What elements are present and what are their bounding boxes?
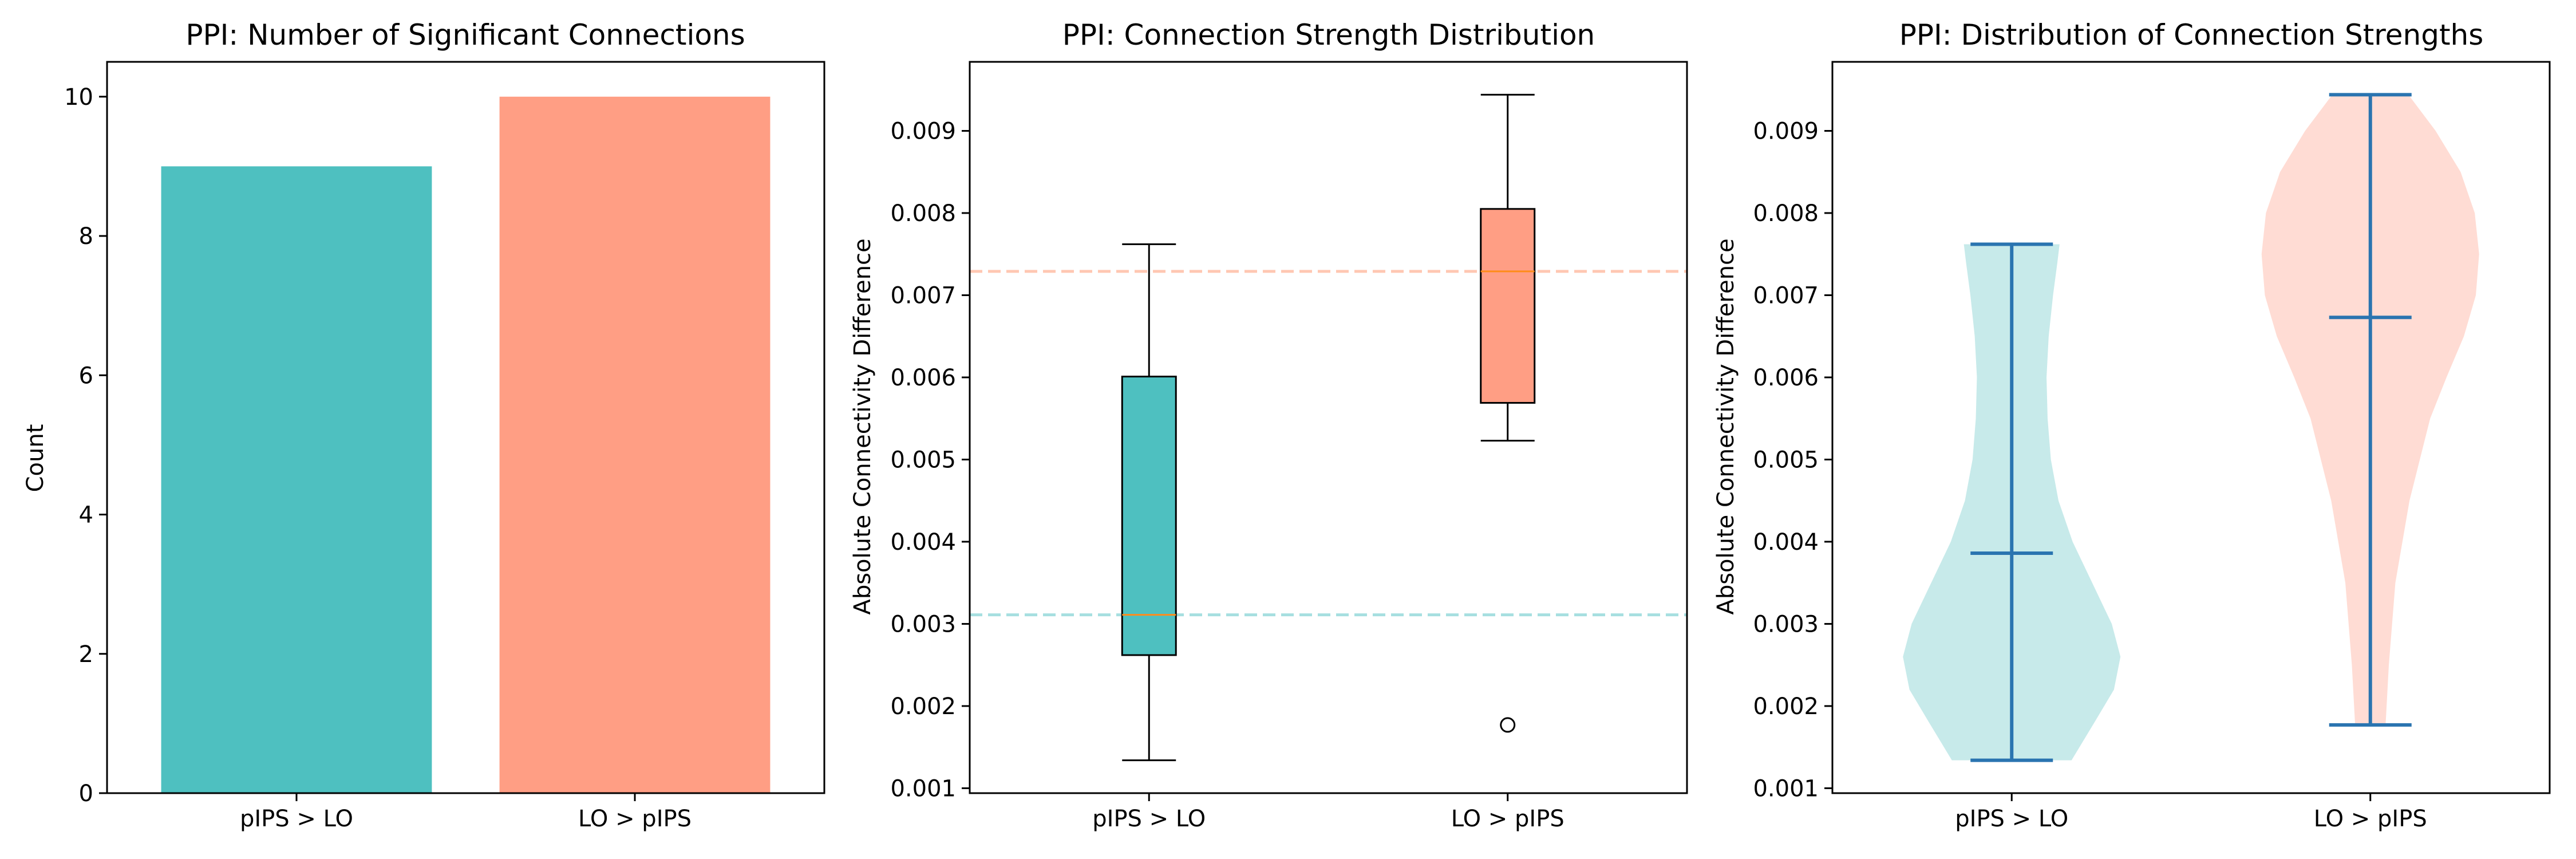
x-tick-label: pIPS > LO [1092, 806, 1206, 832]
y-tick-label: 0.009 [890, 119, 956, 145]
chart-title: PPI: Number of Significant Connections [185, 18, 745, 52]
y-axis-ticks: 0.001 0.002 0.003 0.004 0.005 0.006 0.007 0.008… [890, 119, 970, 802]
x-tick-label: LO > pIPS [2314, 806, 2427, 832]
y-tick-label: 0 [79, 781, 93, 807]
y-axis-ticks: 0.001 0.002 0.003 0.004 0.005 0.006 0.007 0.008… [1753, 119, 1832, 802]
violin-marks [1903, 93, 2479, 762]
x-axis-ticks: pIPS > LO LO > pIPS [240, 793, 692, 832]
violin-plot-panel: PPI: Distribution of Connection Strength… [1713, 18, 2551, 832]
bar [161, 166, 432, 793]
y-tick-label: 0.003 [1753, 611, 1819, 637]
outlier-point [1500, 717, 1516, 733]
chart-title: PPI: Distribution of Connection Strength… [1899, 18, 2484, 52]
box [1480, 208, 1536, 404]
chart-title: PPI: Connection Strength Distribution [1062, 18, 1595, 52]
bar-chart-panel: PPI: Number of Significant Connections C… [22, 18, 825, 832]
x-tick-label: pIPS > LO [1955, 806, 2068, 832]
y-tick-label: 8 [79, 223, 93, 250]
y-tick-label: 0.001 [890, 775, 956, 802]
y-tick-label: 10 [64, 84, 93, 111]
y-tick-label: 0.004 [890, 529, 956, 555]
plot-frame [106, 61, 825, 794]
y-tick-label: 0.006 [1753, 365, 1819, 391]
y-axis-ticks: 0 2 4 6 8 10 [64, 84, 107, 807]
y-axis-label: Count [22, 424, 49, 492]
x-tick-label: pIPS > LO [240, 806, 353, 832]
y-tick-label: 0.005 [890, 447, 956, 473]
y-tick-label: 0.007 [1753, 282, 1819, 309]
x-tick-label: LO > pIPS [578, 806, 692, 832]
y-tick-label: 0.004 [1753, 529, 1819, 555]
y-tick-label: 0.008 [890, 200, 956, 227]
plot-frame [969, 61, 1688, 794]
bar [499, 96, 771, 793]
plot-frame [1831, 61, 2551, 794]
y-tick-label: 0.002 [890, 693, 956, 720]
box-plot-panel: PPI: Connection Strength Distribution Ab… [850, 18, 1688, 832]
x-tick-label: LO > pIPS [1451, 806, 1564, 832]
y-tick-label: 2 [79, 641, 93, 668]
y-tick-label: 0.001 [1753, 775, 1819, 802]
box-marks [970, 93, 1687, 762]
y-tick-label: 0.002 [1753, 693, 1819, 720]
x-axis-ticks: pIPS > LO LO > pIPS [1955, 793, 2427, 832]
y-tick-label: 0.006 [890, 365, 956, 391]
y-tick-label: 0.003 [890, 611, 956, 637]
y-axis-label: Absolute Connectivity Difference [1713, 238, 1739, 614]
x-axis-ticks: pIPS > LO LO > pIPS [1092, 793, 1564, 832]
y-tick-label: 0.009 [1753, 119, 1819, 145]
y-tick-label: 0.007 [890, 282, 956, 309]
y-tick-label: 0.008 [1753, 200, 1819, 227]
y-tick-label: 4 [79, 502, 93, 529]
y-tick-label: 0.005 [1753, 447, 1819, 473]
bar-marks [161, 96, 771, 793]
y-tick-label: 6 [79, 362, 93, 389]
box [1121, 376, 1177, 656]
y-axis-label: Absolute Connectivity Difference [850, 238, 876, 614]
